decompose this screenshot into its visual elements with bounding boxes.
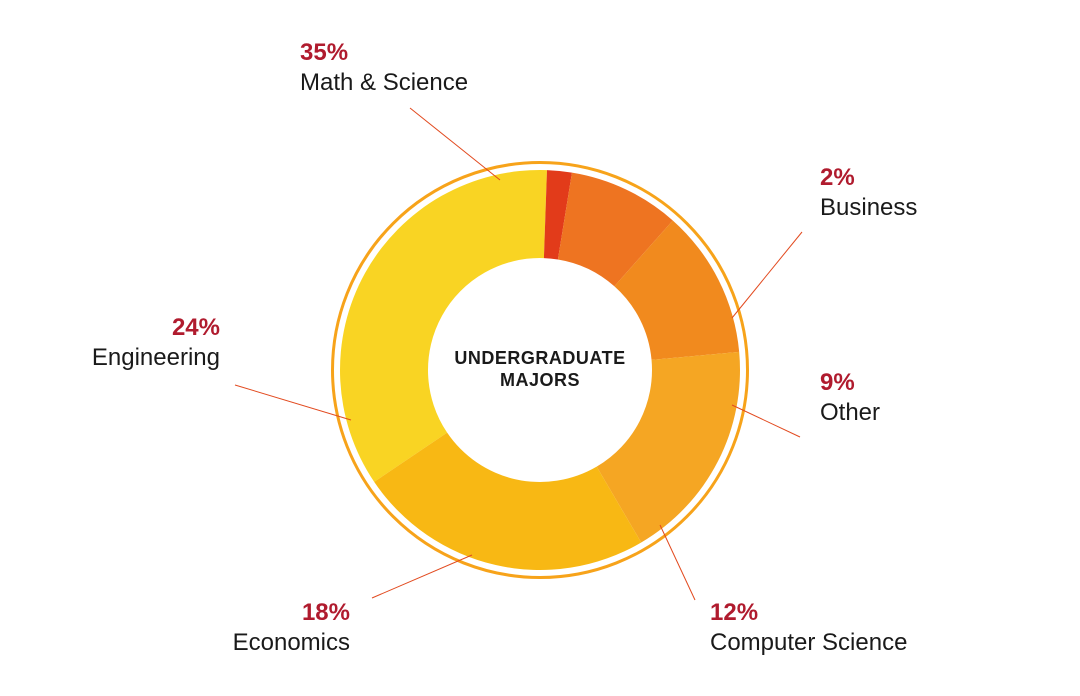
pct-text: 18%	[302, 599, 350, 626]
label-text: Computer Science	[710, 629, 907, 656]
center-title-line2: MAJORS	[500, 370, 580, 390]
label-text: Business	[820, 194, 917, 221]
label-text: Economics	[233, 629, 350, 656]
pct-text: 9%	[820, 369, 855, 396]
donut-chart: 35% Math & Science 2% Business 9% Other 12% Com…	[0, 0, 1080, 696]
pct-text: 2%	[820, 164, 855, 191]
pct-text: 24%	[172, 314, 220, 341]
center-title-line1: UNDERGRADUATE	[454, 348, 625, 368]
label-text: Other	[820, 399, 880, 426]
pct-text: 35%	[300, 39, 348, 66]
pct-text: 12%	[710, 599, 758, 626]
label-text: Math & Science	[300, 69, 468, 96]
label-text: Engineering	[92, 344, 220, 371]
